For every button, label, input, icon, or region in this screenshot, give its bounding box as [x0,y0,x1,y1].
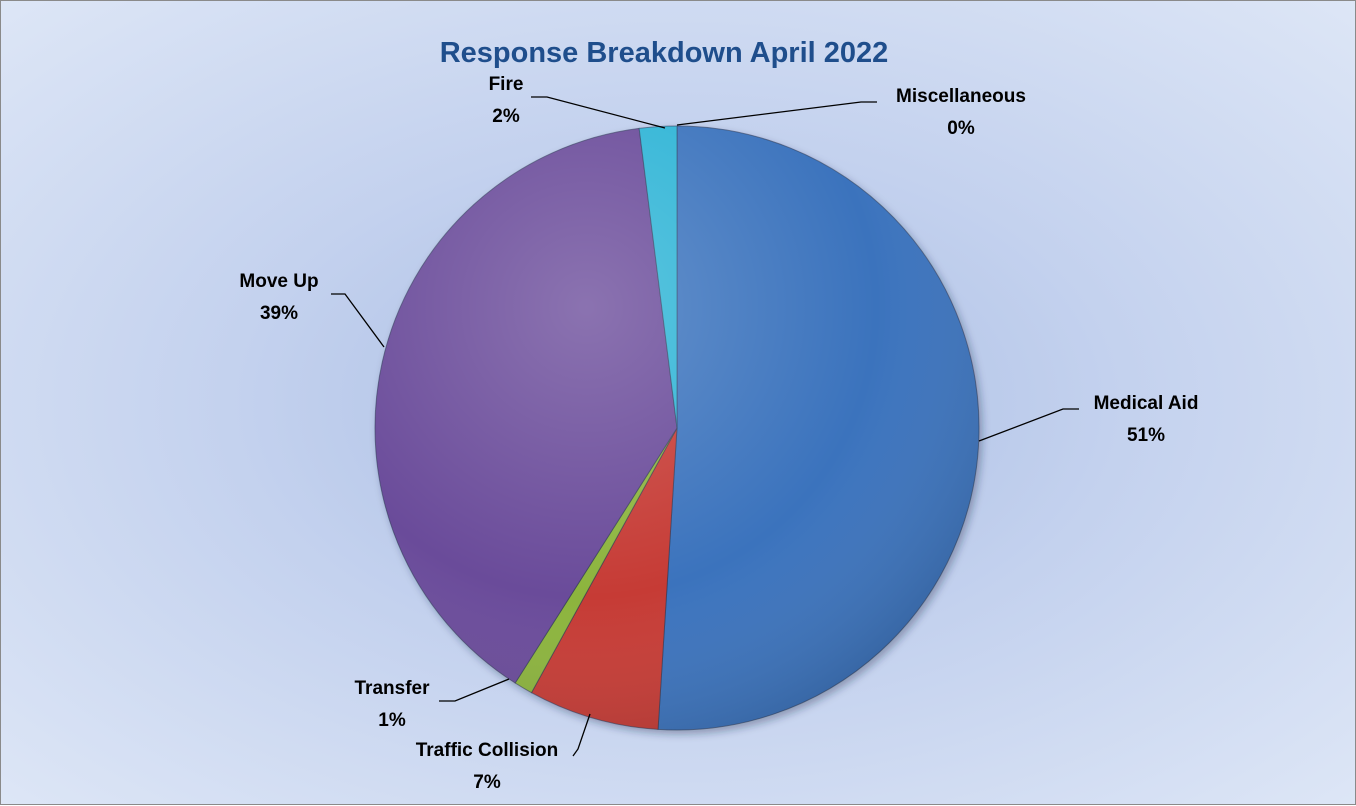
slice-percent-transfer: 1% [378,710,406,731]
slice-percent-fire: 2% [492,106,520,127]
slice-label-medical-aid: Medical Aid [1094,393,1199,414]
slice-label-miscellaneous: Miscellaneous [896,86,1026,107]
leader-line-miscellaneous [676,101,877,126]
leader-line-fire [531,96,666,129]
slice-label-fire: Fire [489,74,524,95]
slice-percent-move-up: 39% [260,303,298,324]
slice-percent-medical-aid: 51% [1127,425,1165,446]
pie-slices [374,125,980,731]
pie-slice-medical-aid [657,125,980,731]
slice-percent-miscellaneous: 0% [947,118,975,139]
leader-line-transfer [439,678,510,702]
slice-label-traffic-collision: Traffic Collision [416,740,559,761]
slice-label-move-up: Move Up [239,271,318,292]
leader-line-medical-aid [978,408,1079,442]
leader-line-move-up [331,293,385,348]
leader-lines [331,96,1079,757]
leader-line-traffic-collision [572,713,591,757]
chart-title: Response Breakdown April 2022 [440,37,889,69]
slice-percent-traffic-collision: 7% [473,772,501,793]
slice-labels: Medical Aid 51% Traffic Collision 7% Transfe… [239,74,1198,793]
slice-label-transfer: Transfer [355,678,431,699]
